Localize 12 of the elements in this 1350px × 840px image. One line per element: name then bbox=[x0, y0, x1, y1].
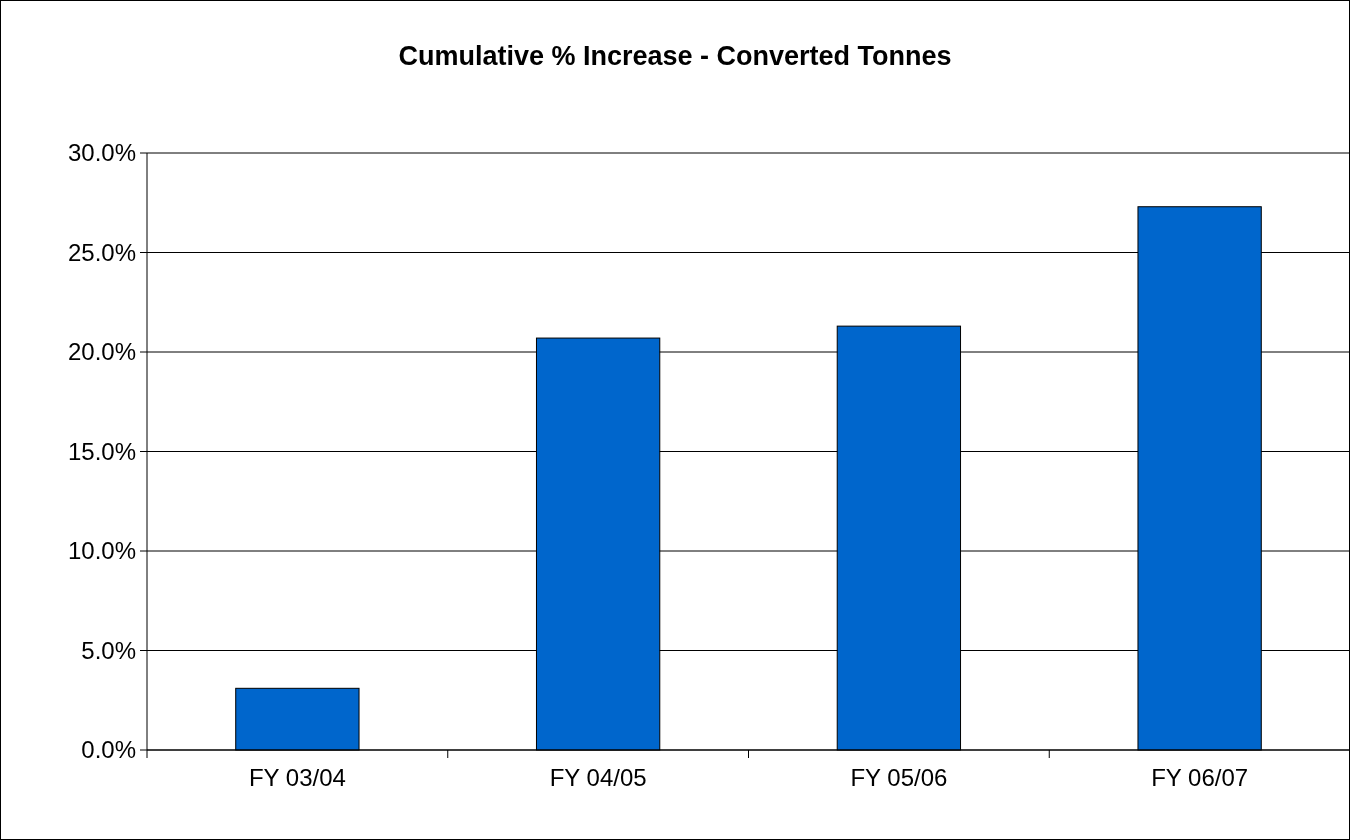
y-tick-label: 10.0% bbox=[67, 537, 136, 565]
x-tick-label: FY 05/06 bbox=[850, 764, 948, 792]
x-tick-label: FY 06/07 bbox=[1151, 764, 1249, 792]
y-tick-label: 15.0% bbox=[67, 437, 136, 465]
y-tick-label: 5.0% bbox=[81, 636, 136, 664]
y-tick-label: 20.0% bbox=[67, 338, 136, 366]
y-tick-label: 25.0% bbox=[67, 238, 136, 266]
x-tick-label: FY 03/04 bbox=[248, 764, 346, 792]
chart-title: Cumulative % Increase - Converted Tonnes bbox=[398, 41, 952, 71]
x-tick-label: FY 04/05 bbox=[549, 764, 647, 792]
y-tick-label: 30.0% bbox=[67, 139, 136, 167]
y-tick-label: 0.0% bbox=[81, 736, 136, 764]
